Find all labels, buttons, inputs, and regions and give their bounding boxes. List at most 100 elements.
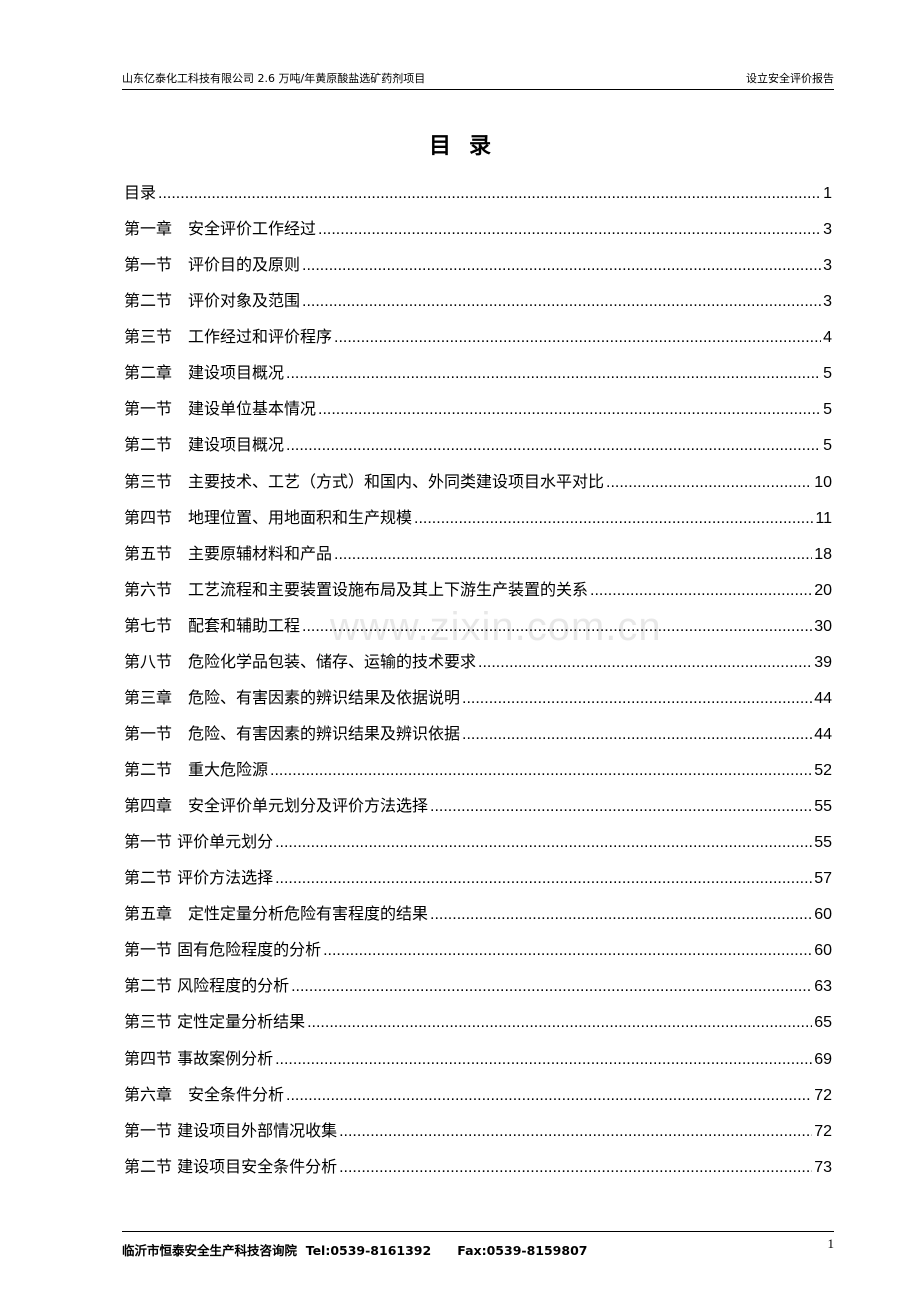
footer-organization-contact: 临沂市恒泰安全生产科技咨询院 Tel:0539-8161392 Fax:0539… [122, 1243, 588, 1258]
dot-leader [606, 471, 812, 495]
toc-entry[interactable]: 第八节 危险化学品包装、储存、运输的技术要求 39 [124, 650, 832, 686]
toc-entry-title: 第一节 建设单位基本情况 [124, 399, 317, 419]
toc-entry[interactable]: 第二章 建设项目概况 5 [124, 361, 832, 397]
dot-leader [275, 1048, 812, 1072]
page-title: 目录 [428, 134, 509, 159]
toc-entry[interactable]: 第一节 建设单位基本情况 5 [124, 397, 832, 433]
toc-entry-page: 5 [823, 365, 832, 383]
toc-entry-title: 第一节 评价目的及原则 [124, 255, 301, 275]
toc-entry[interactable]: 第一节 建设项目外部情况收集 72 [124, 1119, 832, 1155]
toc-entry-title: 第四章 安全评价单元划分及评价方法选择 [124, 796, 429, 816]
dot-leader [334, 326, 821, 350]
toc-entry-page: 3 [823, 221, 832, 239]
toc-entry[interactable]: 第六节 工艺流程和主要装置设施布局及其上下游生产装置的关系 20 [124, 578, 832, 614]
toc-entry-page: 10 [814, 473, 832, 491]
toc-entry-page: 60 [814, 942, 832, 960]
toc-entry[interactable]: 第六章 安全条件分析 72 [124, 1083, 832, 1119]
toc-entry[interactable]: 第一章 安全评价工作经过 3 [124, 217, 832, 253]
dot-leader [318, 398, 821, 422]
toc-entry-title: 第二章 建设项目概况 [124, 363, 285, 383]
toc-entry-page: 3 [823, 257, 832, 275]
toc-entry-title: 第二节 风险程度的分析 [124, 976, 290, 996]
toc-entry[interactable]: 第二节 建设项目安全条件分析 73 [124, 1155, 832, 1191]
toc-entry[interactable]: 第一节 评价单元划分 55 [124, 830, 832, 866]
toc-entry-title: 第六章 安全条件分析 [124, 1084, 285, 1104]
toc-entry[interactable]: 目录 1 [124, 181, 832, 217]
dot-leader [462, 687, 812, 711]
dot-leader [291, 975, 812, 999]
toc-entry[interactable]: 第一节 评价目的及原则 3 [124, 253, 832, 289]
dot-leader [286, 434, 821, 458]
toc-entry[interactable]: 第四节 事故案例分析 69 [124, 1047, 832, 1083]
toc-entry-page: 1 [823, 185, 832, 202]
toc-entry-page: 18 [814, 545, 832, 563]
toc-entry-title: 第一节 固有危险程度的分析 [124, 940, 322, 960]
dot-leader [302, 254, 821, 278]
toc-entry-title: 第一节 危险、有害因素的辨识结果及辨识依据 [124, 723, 461, 743]
toc-entry[interactable]: 第二节 评价对象及范围 3 [124, 289, 832, 325]
toc-entry-page: 11 [815, 509, 832, 527]
toc-entry-page: 63 [814, 978, 832, 996]
page-header: 山东亿泰化工科技有限公司 2.6 万吨/年黄原酸盐选矿药剂项目 设立安全评价报告 [122, 66, 834, 90]
header-project-title: 山东亿泰化工科技有限公司 2.6 万吨/年黄原酸盐选矿药剂项目 [122, 72, 426, 85]
toc-entry-page: 69 [814, 1050, 832, 1068]
toc-entry-title: 第七节 配套和辅助工程 [124, 615, 301, 635]
toc-entry-title: 第三节 主要技术、工艺（方式）和国内、外同类建设项目水平对比 [124, 471, 605, 491]
toc-entry[interactable]: 第五章 定性定量分析危险有害程度的结果 60 [124, 902, 832, 938]
toc-entry[interactable]: 第五节 主要原辅材料和产品 18 [124, 542, 832, 578]
toc-entry[interactable]: 第七节 配套和辅助工程 30 [124, 614, 832, 650]
toc-entry[interactable]: 第三节 主要技术、工艺（方式）和国内、外同类建设项目水平对比 10 [124, 470, 832, 506]
toc-entry-title: 第五节 主要原辅材料和产品 [124, 543, 333, 563]
toc-entry[interactable]: 第二节 建设项目概况 5 [124, 433, 832, 469]
dot-leader [286, 1084, 812, 1108]
toc-entry[interactable]: 第三节 定性定量分析结果 65 [124, 1010, 832, 1046]
toc-entry[interactable]: 第一节 固有危险程度的分析 60 [124, 938, 832, 974]
dot-leader [270, 759, 812, 783]
dot-leader [275, 867, 812, 891]
toc-entry[interactable]: 第三节 工作经过和评价程序 4 [124, 325, 832, 361]
toc-entry[interactable]: 第三章 危险、有害因素的辨识结果及依据说明 44 [124, 686, 832, 722]
toc-entry-page: 55 [814, 834, 832, 852]
toc-entry[interactable]: 第四节 地理位置、用地面积和生产规模 11 [124, 506, 832, 542]
dot-leader [334, 543, 812, 567]
toc-entry-page: 72 [814, 1086, 832, 1104]
toc-entry-page: 39 [814, 653, 832, 671]
dot-leader [275, 831, 812, 855]
toc-entry-page: 60 [814, 906, 832, 924]
dot-leader [302, 290, 821, 314]
toc-entry-page: 73 [814, 1158, 832, 1176]
page-footer: 临沂市恒泰安全生产科技咨询院 Tel:0539-8161392 Fax:0539… [122, 1231, 834, 1259]
toc-entry-page: 3 [823, 293, 832, 311]
toc-entry-page: 44 [814, 725, 832, 743]
toc-entry-page: 4 [823, 329, 832, 347]
toc-entry-page: 55 [814, 798, 832, 816]
dot-leader [430, 795, 812, 819]
dot-leader [462, 723, 812, 747]
dot-leader [302, 615, 812, 639]
toc-entry[interactable]: 第二节 风险程度的分析 63 [124, 974, 832, 1010]
toc-entry-page: 5 [823, 401, 832, 419]
toc-entry-title: 第一节 评价单元划分 [124, 832, 274, 852]
toc-entry-page: 65 [814, 1014, 832, 1032]
dot-leader [158, 182, 821, 206]
dot-leader [478, 651, 812, 675]
toc-entry[interactable]: 第四章 安全评价单元划分及评价方法选择 55 [124, 794, 832, 830]
dot-leader [339, 1156, 812, 1180]
toc-entry-title: 目录 [124, 183, 157, 202]
toc-entry-title: 第八节 危险化学品包装、储存、运输的技术要求 [124, 651, 477, 671]
dot-leader [339, 1120, 812, 1144]
toc-entry-title: 第五章 定性定量分析危险有害程度的结果 [124, 904, 429, 924]
dot-leader [323, 939, 812, 963]
toc-entry-title: 第四节 地理位置、用地面积和生产规模 [124, 507, 413, 527]
toc-entry-title: 第二节 重大危险源 [124, 760, 269, 779]
toc-entry[interactable]: 第二节 评价方法选择 57 [124, 866, 832, 902]
toc-entry-page: 30 [814, 617, 832, 635]
dot-leader [590, 579, 812, 603]
dot-leader [307, 1011, 812, 1035]
toc-entry[interactable]: 第一节 危险、有害因素的辨识结果及辨识依据 44 [124, 722, 832, 758]
toc-entry-title: 第二节 评价对象及范围 [124, 291, 301, 311]
toc-entry[interactable]: 第二节 重大危险源 52 [124, 758, 832, 794]
dot-leader [414, 507, 813, 531]
toc-entry-page: 57 [814, 870, 832, 888]
toc-entry-title: 第三节 定性定量分析结果 [124, 1012, 306, 1032]
